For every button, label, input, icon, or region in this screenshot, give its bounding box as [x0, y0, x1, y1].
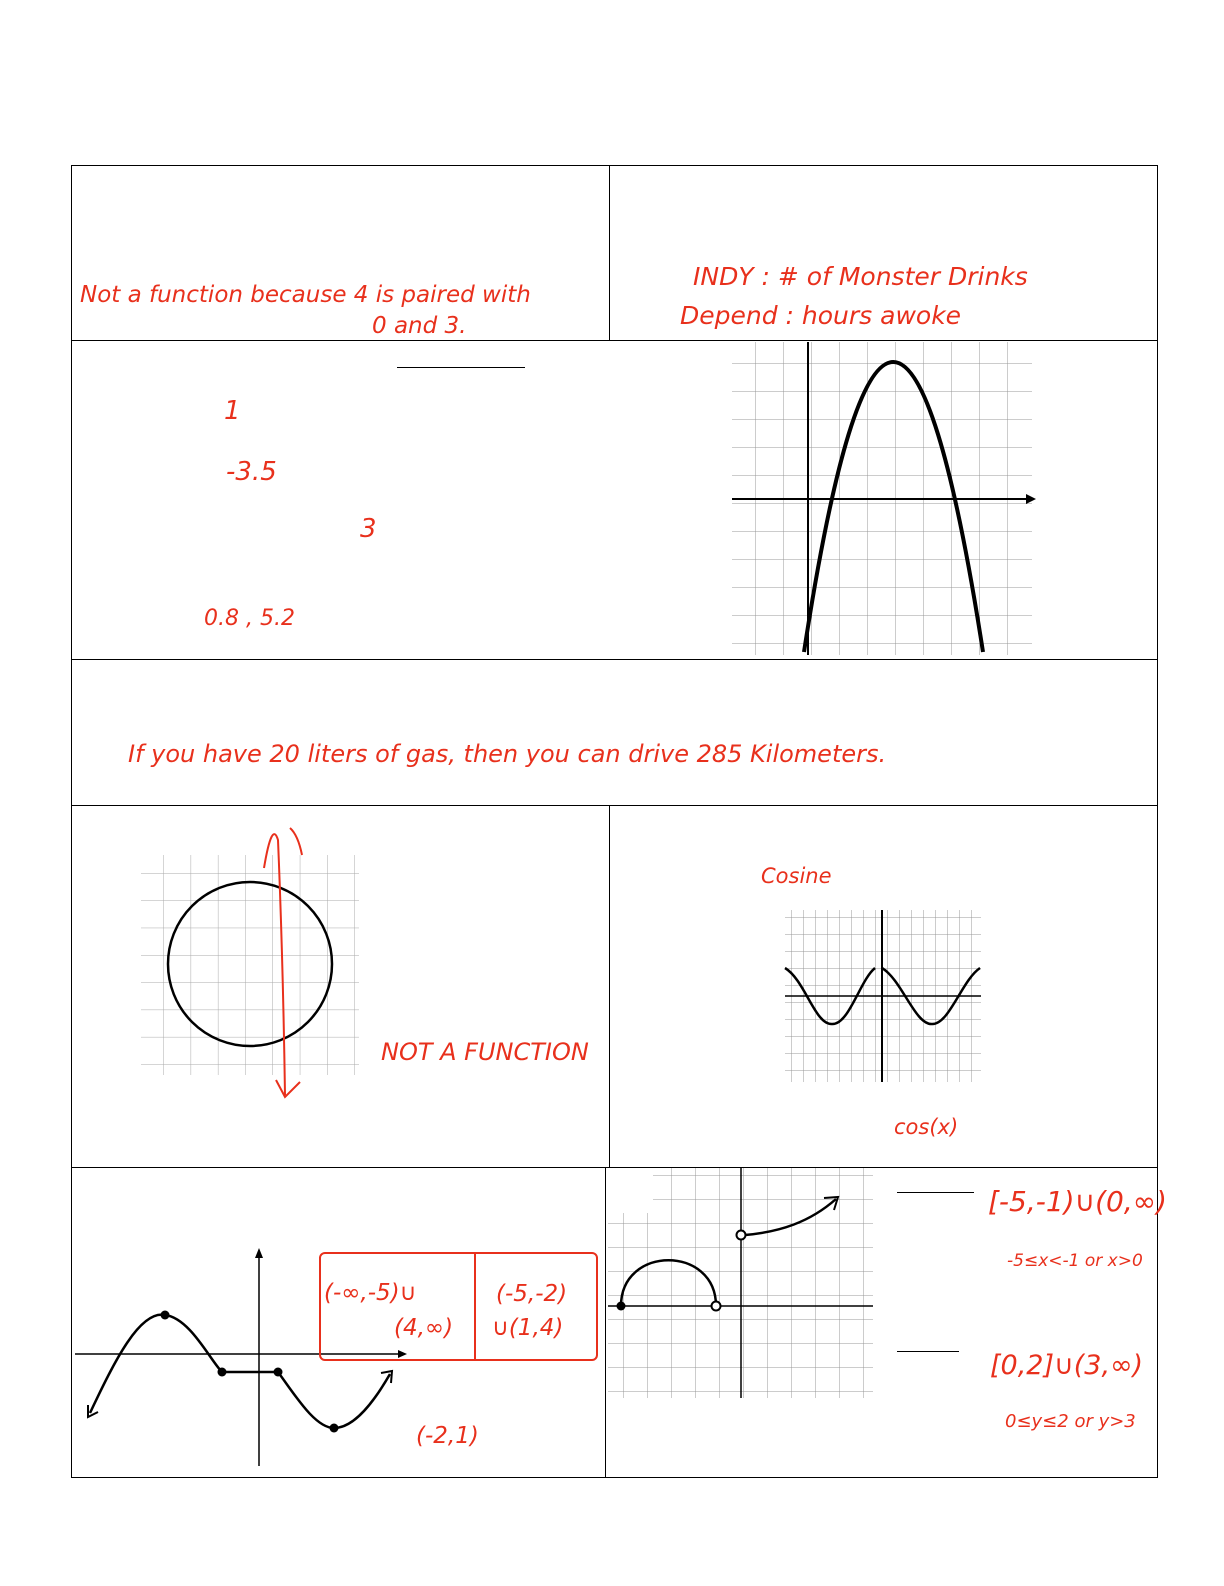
not-function-explanation: Not a function because 4 is paired with: [80, 282, 531, 308]
independent-variable-answer: INDY : # of Monster Drinks: [693, 262, 1028, 291]
decreasing-interval-cont: ∪(1,4): [492, 1315, 564, 1341]
constant-interval: (-2,1): [416, 1423, 479, 1449]
table-border-bottom: [71, 1477, 1158, 1478]
column-divider: [609, 165, 610, 340]
dependent-variable-answer: Depend : hours awoke: [680, 301, 962, 330]
row-divider: [71, 805, 1158, 806]
domain-interval: [-5,-1)∪(0,∞): [988, 1185, 1167, 1218]
range-inequality: 0≤y≤2 or y>3: [1005, 1411, 1136, 1432]
answer-blank: [897, 1192, 974, 1193]
parabola-graph: [732, 342, 1036, 655]
cosine-graph: [784, 910, 981, 1082]
not-function-explanation-cont: 0 and 3.: [372, 313, 467, 339]
column-divider: [605, 1167, 606, 1477]
answer-zeros: 0.8 , 5.2: [204, 606, 295, 631]
column-divider: [609, 805, 610, 1167]
range-interval: [0,2]∪(3,∞): [990, 1350, 1144, 1381]
gas-statement: If you have 20 liters of gas, then you c…: [128, 740, 887, 768]
answer-1: 1: [224, 396, 241, 426]
answer-3: 3: [360, 514, 377, 544]
cos-x-label: cos(x): [894, 1115, 959, 1139]
decreasing-interval: (-5,-2): [496, 1281, 568, 1307]
table-border-right: [1157, 165, 1158, 1478]
table-border-top: [71, 165, 1158, 166]
answer-neg-3-5: -3.5: [226, 457, 277, 487]
row-divider: [71, 340, 1158, 341]
vertical-line-test-arrow: [263, 827, 303, 1099]
increasing-interval: (-∞,-5)∪: [324, 1280, 417, 1306]
not-a-function-label: NOT A FUNCTION: [381, 1038, 589, 1066]
piecewise-graph: [75, 1248, 598, 1466]
answer-blank: [897, 1351, 959, 1352]
cosine-label: Cosine: [761, 864, 832, 888]
row-divider: [71, 659, 1158, 660]
interval-answer-box: [319, 1252, 598, 1361]
domain-inequality: -5≤x<-1 or x>0: [1007, 1251, 1143, 1271]
increasing-interval-cont: (4,∞): [394, 1315, 454, 1341]
answer-blank: [397, 367, 525, 368]
table-border-left: [71, 165, 72, 1478]
circle-graph: [141, 827, 359, 1099]
domain-range-graph: [608, 1168, 873, 1398]
row-divider: [71, 1167, 1158, 1168]
